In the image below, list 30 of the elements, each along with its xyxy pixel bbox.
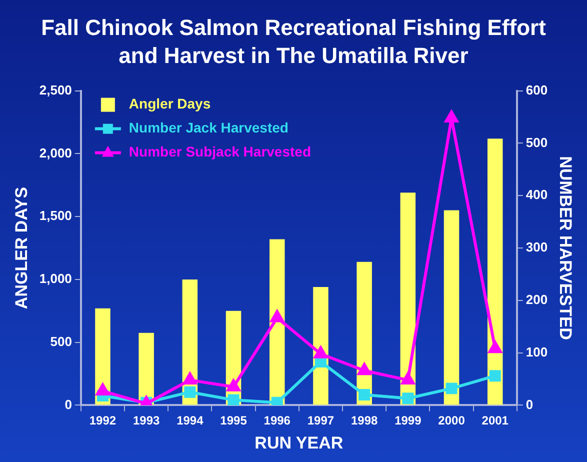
y-tick-label: 2,500 — [39, 82, 72, 98]
y2-tick-label: 600 — [526, 82, 548, 98]
y-axis-title: ANGLER DAYS — [12, 186, 31, 310]
y2-axis-title: NUMBER HARVESTED — [556, 156, 576, 340]
y2-tick-label: 500 — [526, 134, 548, 150]
x-tick-label: 1999 — [394, 414, 422, 428]
x-axis-title: RUN YEAR — [254, 433, 344, 452]
x-tick-label: 1992 — [89, 414, 116, 428]
y-tick-label: 2,000 — [39, 145, 72, 160]
x-tick-label: 1997 — [307, 414, 334, 428]
y2-tick-label: 300 — [526, 240, 548, 255]
x-tick-label: 1998 — [350, 414, 378, 428]
y-tick-label: 1,500 — [39, 208, 72, 224]
x-tick-label: 2001 — [482, 414, 509, 428]
y-tick-label: 1,000 — [39, 271, 72, 286]
x-tick-label: 1993 — [132, 414, 160, 428]
x-tick-label: 2000 — [438, 414, 466, 428]
chart-title: Fall Chinook Salmon Recreational Fishing Effort and Harvest in The Umatilla River — [40, 14, 547, 70]
y2-tick-label: 400 — [526, 187, 548, 202]
y-tick-label: 0 — [64, 396, 72, 412]
x-tick-label: 1994 — [176, 414, 204, 428]
legend-label: Number Jack Harvested — [128, 120, 288, 136]
x-tick-label: 1996 — [264, 414, 291, 428]
y2-tick-label: 100 — [526, 344, 548, 360]
y-tick-label: 500 — [50, 334, 72, 349]
legend-label: Angler Days — [128, 96, 211, 112]
y2-tick-label: 200 — [526, 292, 548, 307]
y2-tick-label: 0 — [526, 396, 534, 412]
x-tick-label: 1995 — [220, 414, 248, 428]
legend-label: Number Subjack Harvested — [128, 144, 312, 160]
